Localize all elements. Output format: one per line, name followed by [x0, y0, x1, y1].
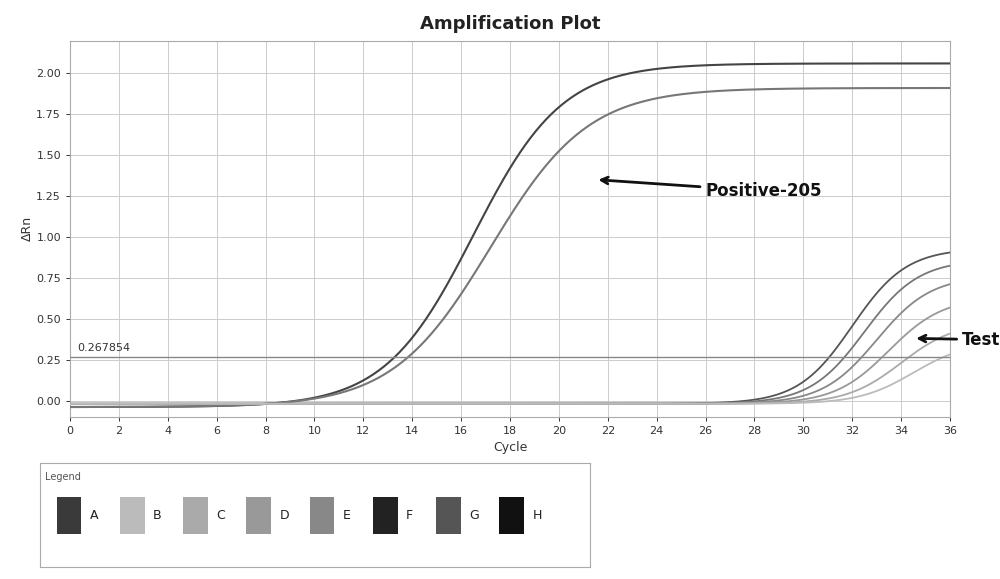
- Text: Legend: Legend: [46, 471, 81, 482]
- FancyBboxPatch shape: [436, 497, 461, 534]
- Text: Positive-205: Positive-205: [601, 177, 822, 200]
- Text: A: A: [90, 509, 98, 522]
- FancyBboxPatch shape: [56, 497, 81, 534]
- Text: E: E: [343, 509, 350, 522]
- Y-axis label: ΔRn: ΔRn: [20, 216, 33, 241]
- FancyBboxPatch shape: [499, 497, 524, 534]
- FancyBboxPatch shape: [310, 497, 334, 534]
- X-axis label: Cycle: Cycle: [493, 441, 527, 455]
- FancyBboxPatch shape: [373, 497, 398, 534]
- Text: 0.267854: 0.267854: [77, 343, 130, 353]
- Text: C: C: [216, 509, 225, 522]
- FancyBboxPatch shape: [120, 497, 145, 534]
- Title: Amplification Plot: Amplification Plot: [420, 16, 600, 34]
- Text: G: G: [469, 509, 479, 522]
- FancyBboxPatch shape: [183, 497, 208, 534]
- Text: F: F: [406, 509, 413, 522]
- Text: D: D: [279, 509, 289, 522]
- Text: Test-205: Test-205: [919, 331, 1000, 349]
- FancyBboxPatch shape: [246, 497, 271, 534]
- Text: H: H: [532, 509, 542, 522]
- Text: B: B: [153, 509, 161, 522]
